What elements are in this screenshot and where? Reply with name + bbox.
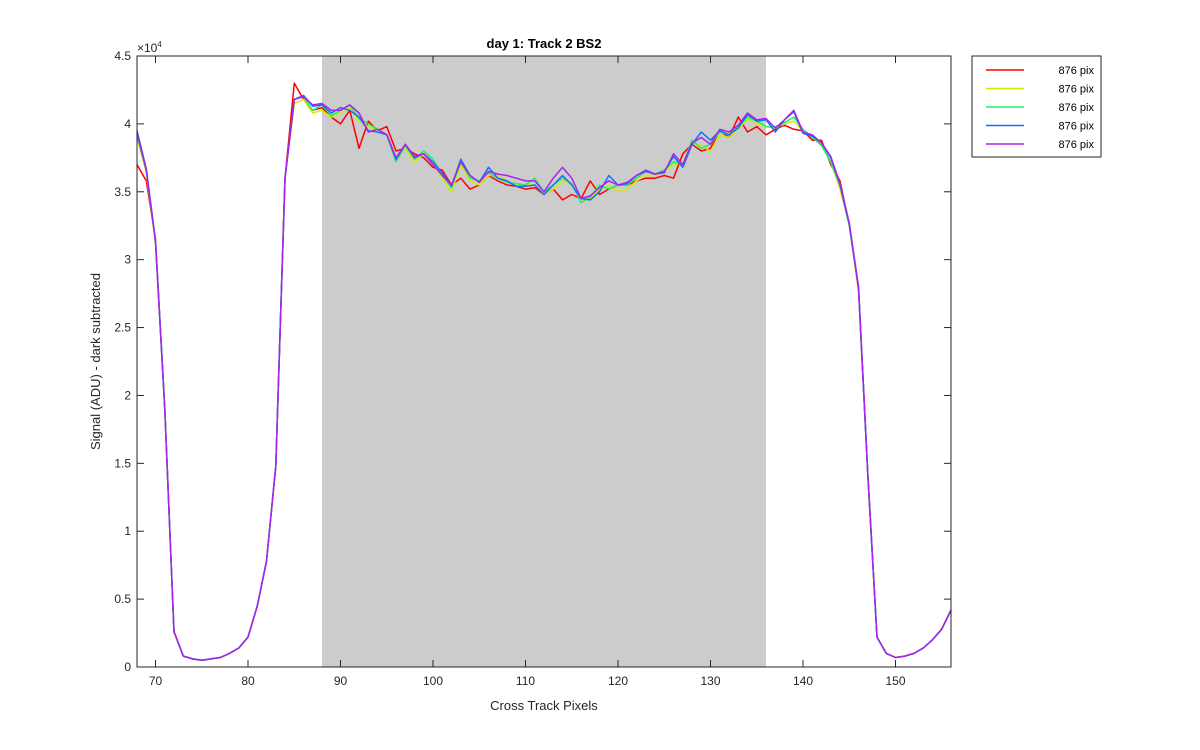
y-tick-label: 2.5	[114, 321, 131, 335]
legend: 876 pix 876 pix 876 pix 876 pix 876 pix	[971, 55, 1102, 158]
x-tick-label: 150	[885, 674, 905, 688]
x-tick-label: 80	[241, 674, 255, 688]
legend-label-4: 876 pix	[1059, 121, 1095, 133]
axis-ticks: 70 80 90 100 110 120 130 140 150 0 0.5 1 1.5 2 2.5 3 3.5…	[114, 49, 951, 688]
legend-label-1: 876 pix	[1059, 65, 1095, 77]
y-axis-exponent: ×104	[137, 40, 162, 55]
x-tick-label: 130	[700, 674, 720, 688]
y-tick-label: 0	[124, 660, 131, 674]
legend-label-3: 876 pix	[1059, 102, 1095, 114]
y-axis-label: Signal (ADU) - dark subtracted	[88, 273, 103, 450]
y-tick-label: 1	[124, 524, 131, 538]
x-tick-label: 120	[608, 674, 628, 688]
legend-label-2: 876 pix	[1059, 84, 1095, 96]
y-tick-label: 0.5	[114, 592, 131, 606]
y-tick-label: 4.5	[114, 49, 131, 63]
y-tick-label: 2	[124, 388, 131, 402]
y-exponent-power: 4	[157, 40, 162, 49]
series-lines	[136, 82, 952, 661]
x-tick-label: 140	[793, 674, 813, 688]
series-line-5	[136, 95, 952, 661]
y-tick-label: 3	[124, 253, 131, 267]
shaded-region	[322, 56, 766, 667]
shaded-region-rect	[322, 56, 766, 667]
plot-axes-box	[136, 55, 952, 668]
y-exponent-base: ×10	[137, 41, 158, 55]
y-tick-label: 1.5	[114, 456, 131, 470]
y-tick-label: 3.5	[114, 185, 131, 199]
x-tick-label: 110	[516, 674, 535, 688]
x-tick-label: 100	[423, 674, 443, 688]
x-tick-label: 70	[149, 674, 163, 688]
y-tick-label: 4	[124, 117, 131, 131]
chart-title: day 1: Track 2 BS2	[487, 36, 602, 51]
x-axis-label: Cross Track Pixels	[490, 698, 598, 713]
x-tick-label: 90	[334, 674, 348, 688]
legend-label-5: 876 pix	[1059, 139, 1095, 151]
